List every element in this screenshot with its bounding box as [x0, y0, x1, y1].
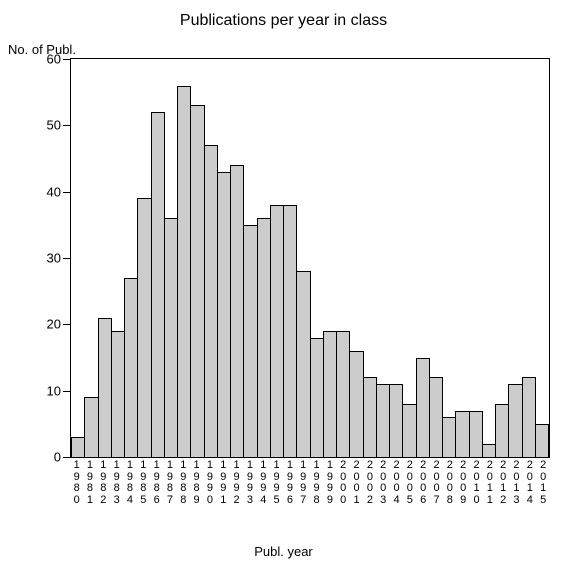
bar [363, 377, 377, 457]
x-tick-label: 2015 [536, 460, 549, 506]
bar [124, 278, 138, 457]
bar [389, 384, 403, 457]
bar [469, 411, 483, 457]
x-tick-label: 2011 [483, 460, 496, 506]
x-tick-label: 2013 [510, 460, 523, 506]
y-tick [63, 324, 71, 325]
x-tick-label: 1982 [97, 460, 110, 506]
bar [310, 338, 324, 457]
bar [416, 358, 430, 458]
x-tick-label: 1991 [217, 460, 230, 506]
y-tick [63, 192, 71, 193]
x-tick-label: 1981 [83, 460, 96, 506]
bar [204, 145, 218, 457]
bar [323, 331, 337, 457]
bar [482, 444, 496, 457]
y-tick-label: 60 [47, 52, 61, 67]
x-tick-label: 2004 [390, 460, 403, 506]
bar [71, 437, 85, 457]
y-tick-label: 40 [47, 184, 61, 199]
bar [508, 384, 522, 457]
chart-container: Publications per year in class No. of Pu… [0, 0, 567, 567]
bar [336, 331, 350, 457]
x-tick-label: 1997 [297, 460, 310, 506]
x-tick-label: 1987 [163, 460, 176, 506]
x-tick-label: 2001 [350, 460, 363, 506]
bar [429, 377, 443, 457]
x-tick-label: 2002 [363, 460, 376, 506]
x-tick-label: 1989 [190, 460, 203, 506]
y-tick [63, 391, 71, 392]
x-tick-label: 1996 [283, 460, 296, 506]
x-tick-label: 2010 [470, 460, 483, 506]
bar [535, 424, 549, 457]
x-tick-labels: 1980198119821983198419851986198719881989… [70, 460, 550, 506]
y-tick [63, 125, 71, 126]
bar [230, 165, 244, 457]
y-tick-label: 30 [47, 251, 61, 266]
bar [151, 112, 165, 457]
x-tick-label: 1986 [150, 460, 163, 506]
y-tick-label: 20 [47, 317, 61, 332]
x-tick-label: 1980 [70, 460, 83, 506]
x-tick-label: 2007 [430, 460, 443, 506]
bar [376, 384, 390, 457]
plot-area: 0102030405060 [70, 58, 550, 458]
bar [296, 271, 310, 457]
y-tick-label: 50 [47, 118, 61, 133]
bar [177, 86, 191, 457]
bar [495, 404, 509, 457]
bar [270, 205, 284, 457]
y-tick [63, 59, 71, 60]
x-tick-label: 2008 [443, 460, 456, 506]
x-tick-label: 2003 [377, 460, 390, 506]
x-tick-label: 1992 [230, 460, 243, 506]
x-tick-label: 1998 [310, 460, 323, 506]
bar [217, 172, 231, 457]
bar [522, 377, 536, 457]
y-tick-label: 0 [54, 450, 61, 465]
x-tick-label: 2006 [417, 460, 430, 506]
x-tick-label: 2009 [457, 460, 470, 506]
x-tick-label: 2014 [523, 460, 536, 506]
bar [283, 205, 297, 457]
y-axis-label: No. of Publ. [8, 42, 76, 57]
x-tick-label: 1999 [323, 460, 336, 506]
bar [84, 397, 98, 457]
x-tick-label: 1988 [177, 460, 190, 506]
bar [111, 331, 125, 457]
x-tick-label: 1990 [203, 460, 216, 506]
y-tick [63, 457, 71, 458]
bar [349, 351, 363, 457]
bar [98, 318, 112, 457]
x-tick-label: 2012 [497, 460, 510, 506]
x-tick-label: 1994 [257, 460, 270, 506]
x-tick-label: 1993 [243, 460, 256, 506]
bar [137, 198, 151, 457]
x-tick-label: 1983 [110, 460, 123, 506]
x-tick-label: 1995 [270, 460, 283, 506]
bar [402, 404, 416, 457]
bar [442, 417, 456, 457]
bar [257, 218, 271, 457]
y-tick-label: 10 [47, 383, 61, 398]
x-tick-label: 2000 [337, 460, 350, 506]
x-tick-label: 2005 [403, 460, 416, 506]
x-tick-label: 1985 [137, 460, 150, 506]
y-tick [63, 258, 71, 259]
bar [164, 218, 178, 457]
x-tick-label: 1984 [123, 460, 136, 506]
bars-group [71, 59, 549, 457]
bar [455, 411, 469, 457]
bar [190, 105, 204, 457]
bar [243, 225, 257, 457]
x-axis-label: Publ. year [0, 544, 567, 559]
chart-title: Publications per year in class [0, 12, 567, 30]
